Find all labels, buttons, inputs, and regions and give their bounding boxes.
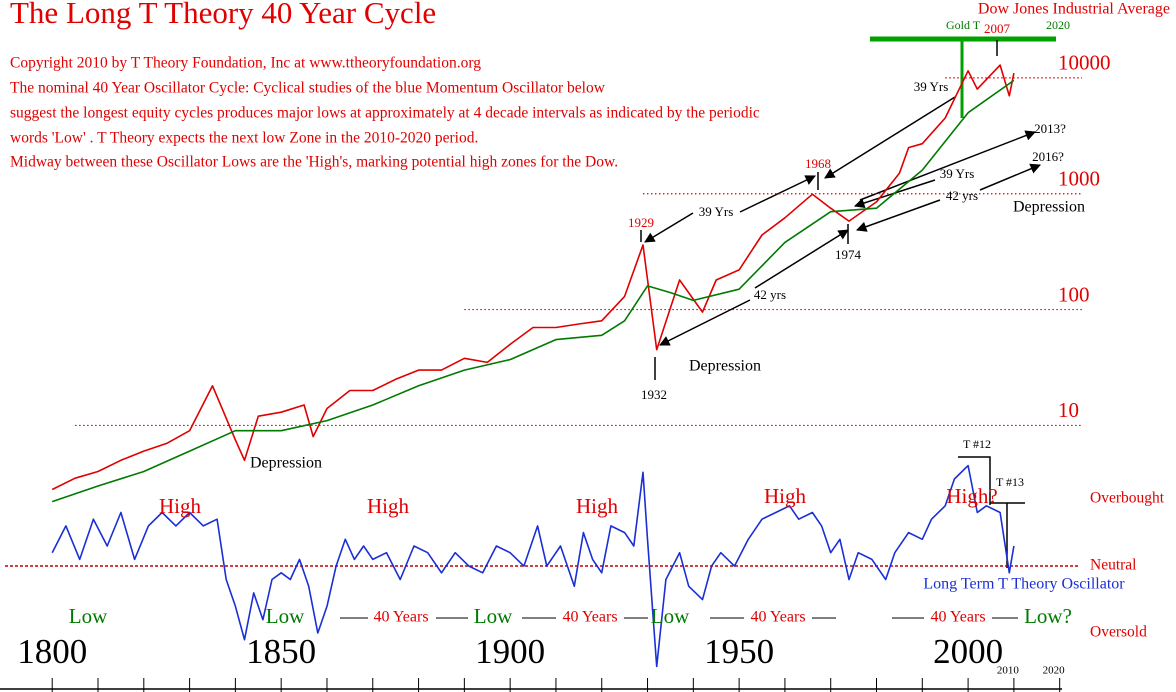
annotation: 2013?: [1034, 121, 1066, 136]
arrow: [859, 130, 1036, 201]
arrow: [644, 212, 694, 243]
annotation: 40 Years: [750, 609, 805, 626]
legend-entry: Long Term T Theory Oscillator: [923, 576, 1125, 593]
annotation: 39 Yrs: [940, 166, 975, 181]
annotation: 1974: [835, 247, 862, 262]
annotation: 2020: [1046, 18, 1070, 32]
arrow: [824, 96, 956, 179]
annotation: High: [159, 494, 202, 518]
price-line: [51, 79, 1015, 503]
oscillator-line: [51, 464, 1015, 668]
t-bracket: [958, 456, 991, 505]
annotation: T #12: [963, 437, 991, 451]
annotation: 42 yrs: [946, 188, 978, 203]
y2-tick-label: Oversold: [1090, 624, 1147, 641]
annotation: Low: [69, 604, 108, 628]
price-line: [51, 64, 1015, 491]
x-tick-label: 2020: [1043, 665, 1066, 677]
annotation: Low: [474, 604, 513, 628]
arrow: [979, 163, 1041, 191]
annotation: Depression: [689, 358, 761, 375]
x-tick-label: 1950: [704, 632, 774, 671]
annotation: Depression: [1013, 199, 1085, 216]
annotation: T #13: [996, 475, 1024, 489]
subtitle: The nominal 40 Year Oscillator Cycle: Cy…: [10, 80, 606, 97]
arrow: [659, 299, 751, 346]
annotation: High: [576, 494, 619, 518]
y-tick-label: 100: [1058, 282, 1090, 306]
annotation: Low: [266, 604, 305, 628]
annotation: 39 Yrs: [914, 79, 949, 94]
annotation: High?: [946, 484, 997, 508]
annotation: 40 Years: [373, 609, 428, 626]
subtitle: Midway between these Oscillator Lows are…: [10, 154, 618, 171]
y2-tick-label: Overbought: [1090, 490, 1165, 507]
annotation: High: [764, 484, 807, 508]
arrow: [754, 229, 849, 289]
subtitle: Copyright 2010 by T Theory Foundation, I…: [10, 55, 481, 72]
annotation: Gold T: [946, 18, 981, 32]
arrow: [739, 175, 816, 213]
subtitle: suggest the longest equity cycles produc…: [10, 105, 760, 122]
annotation: Low?: [1024, 604, 1072, 628]
x-tick-label: 1850: [246, 632, 316, 671]
y-tick-label: 10: [1058, 398, 1079, 422]
annotation: 1968: [805, 156, 831, 171]
annotation: 2007: [984, 21, 1011, 36]
annotation: Low: [651, 604, 690, 628]
annotation: 40 Years: [562, 609, 617, 626]
annotation: 42 yrs: [754, 287, 786, 302]
y-tick-label: 10000: [1058, 51, 1111, 75]
legend-entry: Dow Jones Industrial Average: [978, 1, 1170, 18]
annotation: 39 Yrs: [699, 204, 734, 219]
x-tick-label: 1800: [17, 632, 87, 671]
annotation: High: [367, 494, 410, 518]
annotation: 1929: [628, 215, 654, 230]
arrow: [856, 199, 941, 232]
subtitle: words 'Low' . T Theory expects the next …: [10, 130, 478, 147]
annotation: Depression: [250, 455, 322, 472]
chart-title: The Long T Theory 40 Year Cycle: [10, 0, 436, 30]
annotation: 2016?: [1032, 149, 1064, 164]
x-tick-label: 1900: [475, 632, 545, 671]
annotation: 40 Years: [930, 609, 985, 626]
y2-tick-label: Neutral: [1090, 557, 1136, 574]
x-tick-label: 2000: [933, 632, 1003, 671]
annotation: 1932: [641, 387, 667, 402]
annotation-graphics: [340, 36, 1056, 619]
y-tick-label: 1000: [1058, 167, 1100, 191]
x-tick-label: 2010: [997, 665, 1020, 677]
